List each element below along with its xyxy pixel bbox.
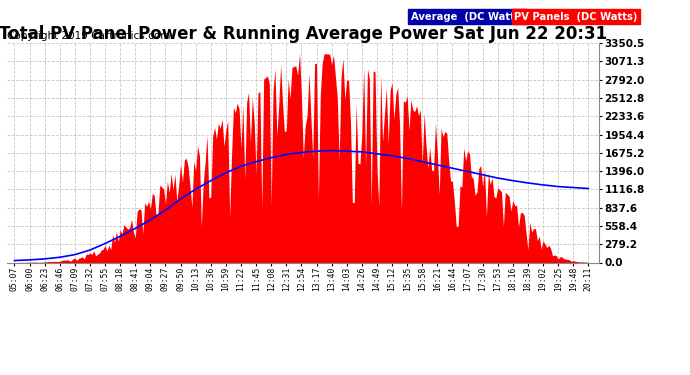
Text: Copyright 2019 Cartronics.com: Copyright 2019 Cartronics.com [7,32,170,41]
Title: Total PV Panel Power & Running Average Power Sat Jun 22 20:31: Total PV Panel Power & Running Average P… [0,25,607,43]
Text: PV Panels  (DC Watts): PV Panels (DC Watts) [514,12,638,22]
Text: Average  (DC Watts): Average (DC Watts) [411,12,525,22]
